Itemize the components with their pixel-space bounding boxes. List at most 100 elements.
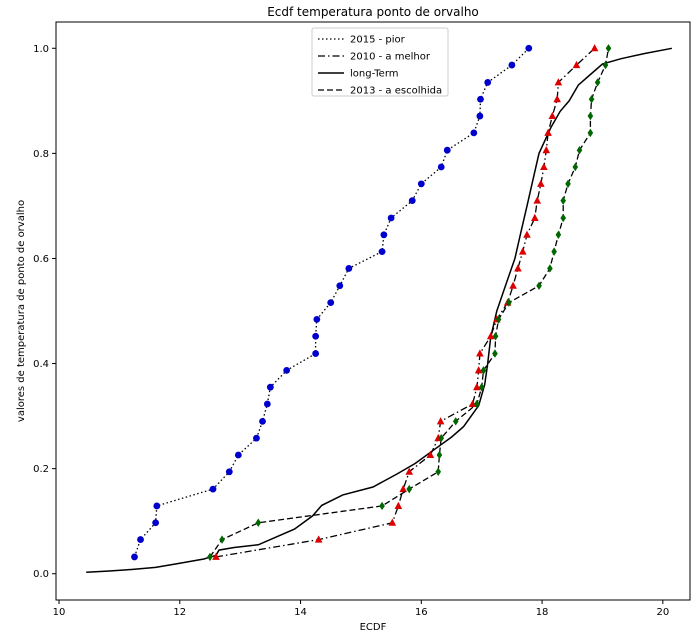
data-point-2013-a-escolhida <box>480 366 487 375</box>
data-point-2013-a-escolhida <box>576 146 583 155</box>
legend-item-2010-a-melhor: 2010 - a melhor <box>318 52 431 63</box>
data-point-2010-a-melhor <box>436 417 445 425</box>
data-point-2013-a-escolhida <box>572 162 579 172</box>
data-point-2013-a-escolhida <box>551 247 557 256</box>
data-point-2013-a-escolhida <box>547 264 553 273</box>
data-point-2010-a-melhor <box>572 60 581 69</box>
data-point-2010-a-melhor <box>540 162 548 171</box>
data-point-2015-pior <box>283 366 291 374</box>
data-point-2013-a-escolhida <box>588 95 595 104</box>
data-point-2013-a-escolhida <box>474 399 480 409</box>
data-point-2013-a-escolhida <box>436 450 443 460</box>
data-point-2015-pior <box>225 468 233 476</box>
y-tick-label: 1.0 <box>33 44 49 55</box>
data-point-2010-a-melhor <box>399 484 407 493</box>
data-point-2015-pior <box>345 265 353 272</box>
x-tick-label: 20 <box>656 607 669 618</box>
data-point-2015-pior <box>408 197 416 205</box>
legend-box <box>311 27 449 97</box>
data-point-2015-pior <box>508 61 516 69</box>
data-point-2010-a-melhor <box>514 264 522 272</box>
data-point-2015-pior <box>470 129 478 137</box>
data-point-2013-a-escolhida <box>406 484 413 494</box>
legend-item-2013-a-escolhida: 2013 - a escolhida <box>318 86 442 97</box>
data-point-2013-a-escolhida <box>207 552 213 562</box>
data-point-2013-a-escolhida <box>506 298 512 307</box>
data-point-2010-a-melhor <box>468 399 477 408</box>
data-point-2015-pior <box>336 282 344 290</box>
data-point-2015-pior <box>443 146 451 154</box>
data-point-2015-pior <box>209 485 217 493</box>
data-point-2015-pior <box>313 316 321 323</box>
data-point-2013-a-escolhida <box>594 78 601 87</box>
data-point-2013-a-escolhida <box>478 382 485 392</box>
data-point-2015-pior <box>378 248 386 256</box>
legend-item-long-term: long-Term <box>318 69 399 80</box>
data-point-2015-pior <box>131 553 138 561</box>
data-point-2010-a-melhor <box>544 128 552 136</box>
data-point-2015-pior <box>476 112 484 120</box>
data-point-2015-pior <box>327 299 335 306</box>
data-point-2010-a-melhor <box>531 213 539 221</box>
series-long-term <box>86 47 673 573</box>
data-point-2015-pior <box>234 451 242 459</box>
data-point-2013-a-escolhida <box>255 518 262 527</box>
y-tick-label: 0.2 <box>33 464 49 475</box>
data-point-2013-a-escolhida <box>219 535 225 544</box>
data-point-2010-a-melhor <box>553 95 561 103</box>
data-point-2010-a-melhor <box>486 332 495 340</box>
plot-frame <box>55 21 691 601</box>
y-tick-label: 0.4 <box>33 359 49 370</box>
data-point-2015-pior <box>253 434 260 442</box>
data-point-2010-a-melhor <box>405 467 414 475</box>
series-line-2013-a-escolhida <box>209 48 610 558</box>
x-tick-label: 16 <box>415 607 428 618</box>
data-point-2013-a-escolhida <box>555 230 562 240</box>
data-point-2015-pior <box>312 332 320 340</box>
y-tick-label: 0.0 <box>33 569 49 580</box>
data-point-2013-a-escolhida <box>536 281 542 290</box>
data-point-2010-a-melhor <box>518 247 527 255</box>
legend-label: 2015 - pior <box>350 35 406 46</box>
data-point-2015-pior <box>259 417 266 425</box>
y-axis-label: valores de temperatura de ponto de orval… <box>16 200 27 422</box>
x-axis-label: ECDF <box>360 622 387 633</box>
data-point-2013-a-escolhida <box>602 60 609 70</box>
data-point-2015-pior <box>152 519 160 527</box>
data-point-2013-a-escolhida <box>565 179 571 189</box>
legend: 2015 - pior 2010 - a melhor long-Term 2013 … <box>311 27 449 97</box>
legend-label: long-Term <box>350 69 399 80</box>
data-point-2010-a-melhor <box>542 146 551 154</box>
x-tick-label: 10 <box>53 607 66 618</box>
series-line-long-term <box>86 47 673 573</box>
x-tick-label: 18 <box>536 607 549 618</box>
x-tick-label: 12 <box>173 607 186 618</box>
data-point-2013-a-escolhida <box>438 433 445 443</box>
chart-title: Ecdf temperatura ponto de orvalho <box>267 5 479 19</box>
x-tick-label: 14 <box>294 607 307 618</box>
y-tick-label: 0.6 <box>33 254 49 265</box>
data-point-2010-a-melhor <box>509 281 517 289</box>
data-point-2010-a-melhor <box>533 196 542 204</box>
data-point-2015-pior <box>263 400 271 408</box>
y-tick-label: 0.8 <box>33 149 49 160</box>
data-point-2010-a-melhor <box>212 552 220 560</box>
data-point-2010-a-melhor <box>476 349 484 357</box>
data-point-2015-pior <box>266 383 274 391</box>
data-point-2015-pior <box>477 95 484 103</box>
data-point-2010-a-melhor <box>473 382 481 391</box>
data-point-2010-a-melhor <box>523 230 531 238</box>
data-point-2013-a-escolhida <box>452 417 459 426</box>
data-point-2013-a-escolhida <box>492 332 499 341</box>
data-point-2013-a-escolhida <box>605 44 612 53</box>
data-point-2013-a-escolhida <box>495 315 502 324</box>
data-point-2015-pior <box>437 163 445 171</box>
data-point-2015-pior <box>525 44 533 52</box>
data-point-2013-a-escolhida <box>435 467 442 476</box>
series-line-2010-a-melhor <box>215 47 596 558</box>
series-2010-a-melhor <box>212 44 599 560</box>
data-point-2013-a-escolhida <box>379 501 385 511</box>
series-2013-a-escolhida <box>207 44 612 562</box>
data-point-2010-a-melhor <box>474 366 483 374</box>
